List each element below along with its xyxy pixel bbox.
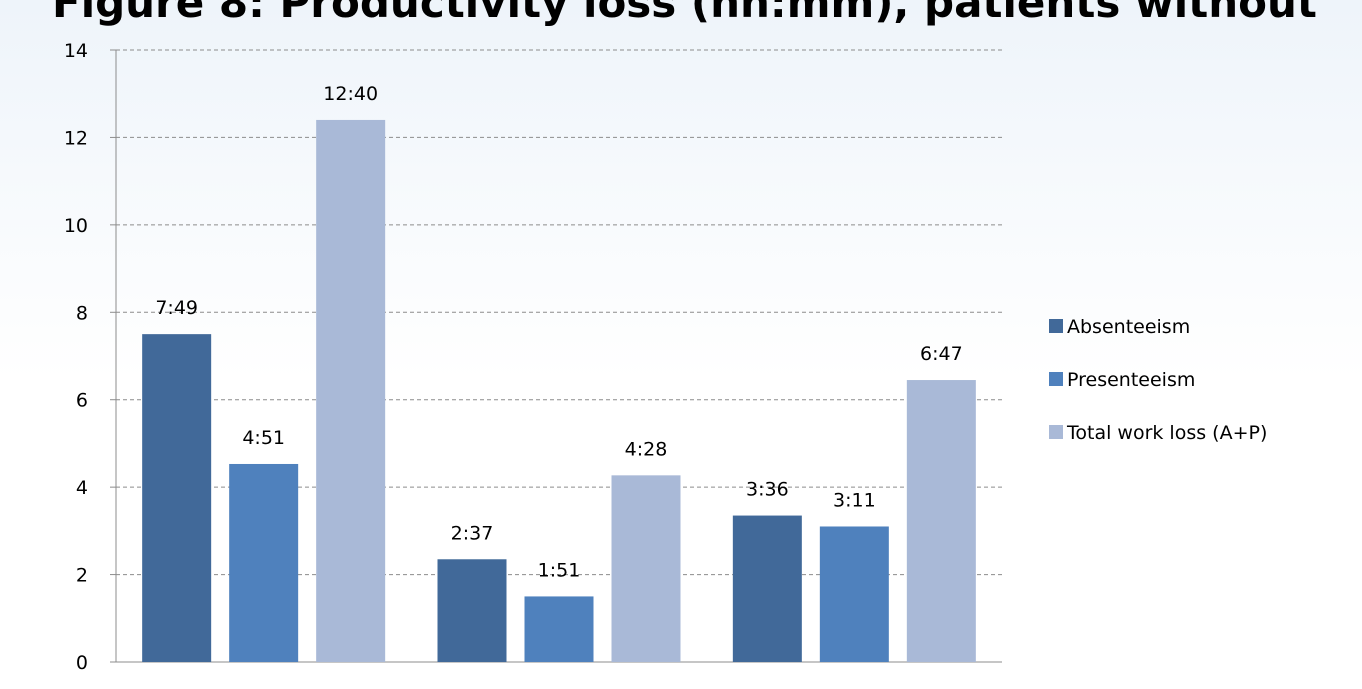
bar-absenteeism-2 bbox=[437, 559, 507, 662]
legend-swatch bbox=[1049, 425, 1063, 439]
bar-absenteeism-3 bbox=[732, 515, 802, 662]
data-label: 3:11 bbox=[833, 489, 876, 511]
legend-swatch bbox=[1049, 372, 1063, 386]
legend-label: Presenteeism bbox=[1067, 369, 1195, 391]
data-label: 1:51 bbox=[538, 559, 581, 581]
legend-label: Total work loss (A+P) bbox=[1066, 422, 1267, 444]
page-title: Figure 8: Productivity loss (hh:mm), pat… bbox=[52, 0, 1317, 27]
y-tick-label: 6 bbox=[76, 390, 88, 412]
bar-total-work-loss-a-p-2 bbox=[611, 475, 681, 662]
y-tick-label: 14 bbox=[64, 40, 88, 62]
y-tick-label: 2 bbox=[76, 565, 88, 587]
y-tick-label: 8 bbox=[76, 302, 88, 324]
data-label: 3:36 bbox=[746, 479, 789, 501]
legend-label: Absenteeism bbox=[1067, 316, 1190, 338]
data-label: 2:37 bbox=[451, 522, 494, 544]
data-label: 4:51 bbox=[242, 427, 285, 449]
y-tick-label: 0 bbox=[76, 652, 88, 674]
bar-presenteeism-1 bbox=[229, 463, 299, 662]
data-label: 6:47 bbox=[920, 343, 963, 365]
data-label: 4:28 bbox=[625, 438, 668, 460]
data-label: 7:49 bbox=[155, 297, 198, 319]
y-tick-label: 12 bbox=[64, 127, 88, 149]
bar-presenteeism-3 bbox=[819, 526, 889, 662]
bar-total-work-loss-a-p-1 bbox=[316, 119, 386, 662]
y-tick-label: 4 bbox=[76, 477, 88, 499]
data-label: 12:40 bbox=[323, 83, 378, 105]
bar-presenteeism-2 bbox=[524, 596, 594, 662]
bar-total-work-loss-a-p-3 bbox=[906, 380, 976, 662]
bar-absenteeism-1 bbox=[142, 334, 212, 662]
y-tick-label: 10 bbox=[64, 215, 88, 237]
legend-swatch bbox=[1049, 319, 1063, 333]
